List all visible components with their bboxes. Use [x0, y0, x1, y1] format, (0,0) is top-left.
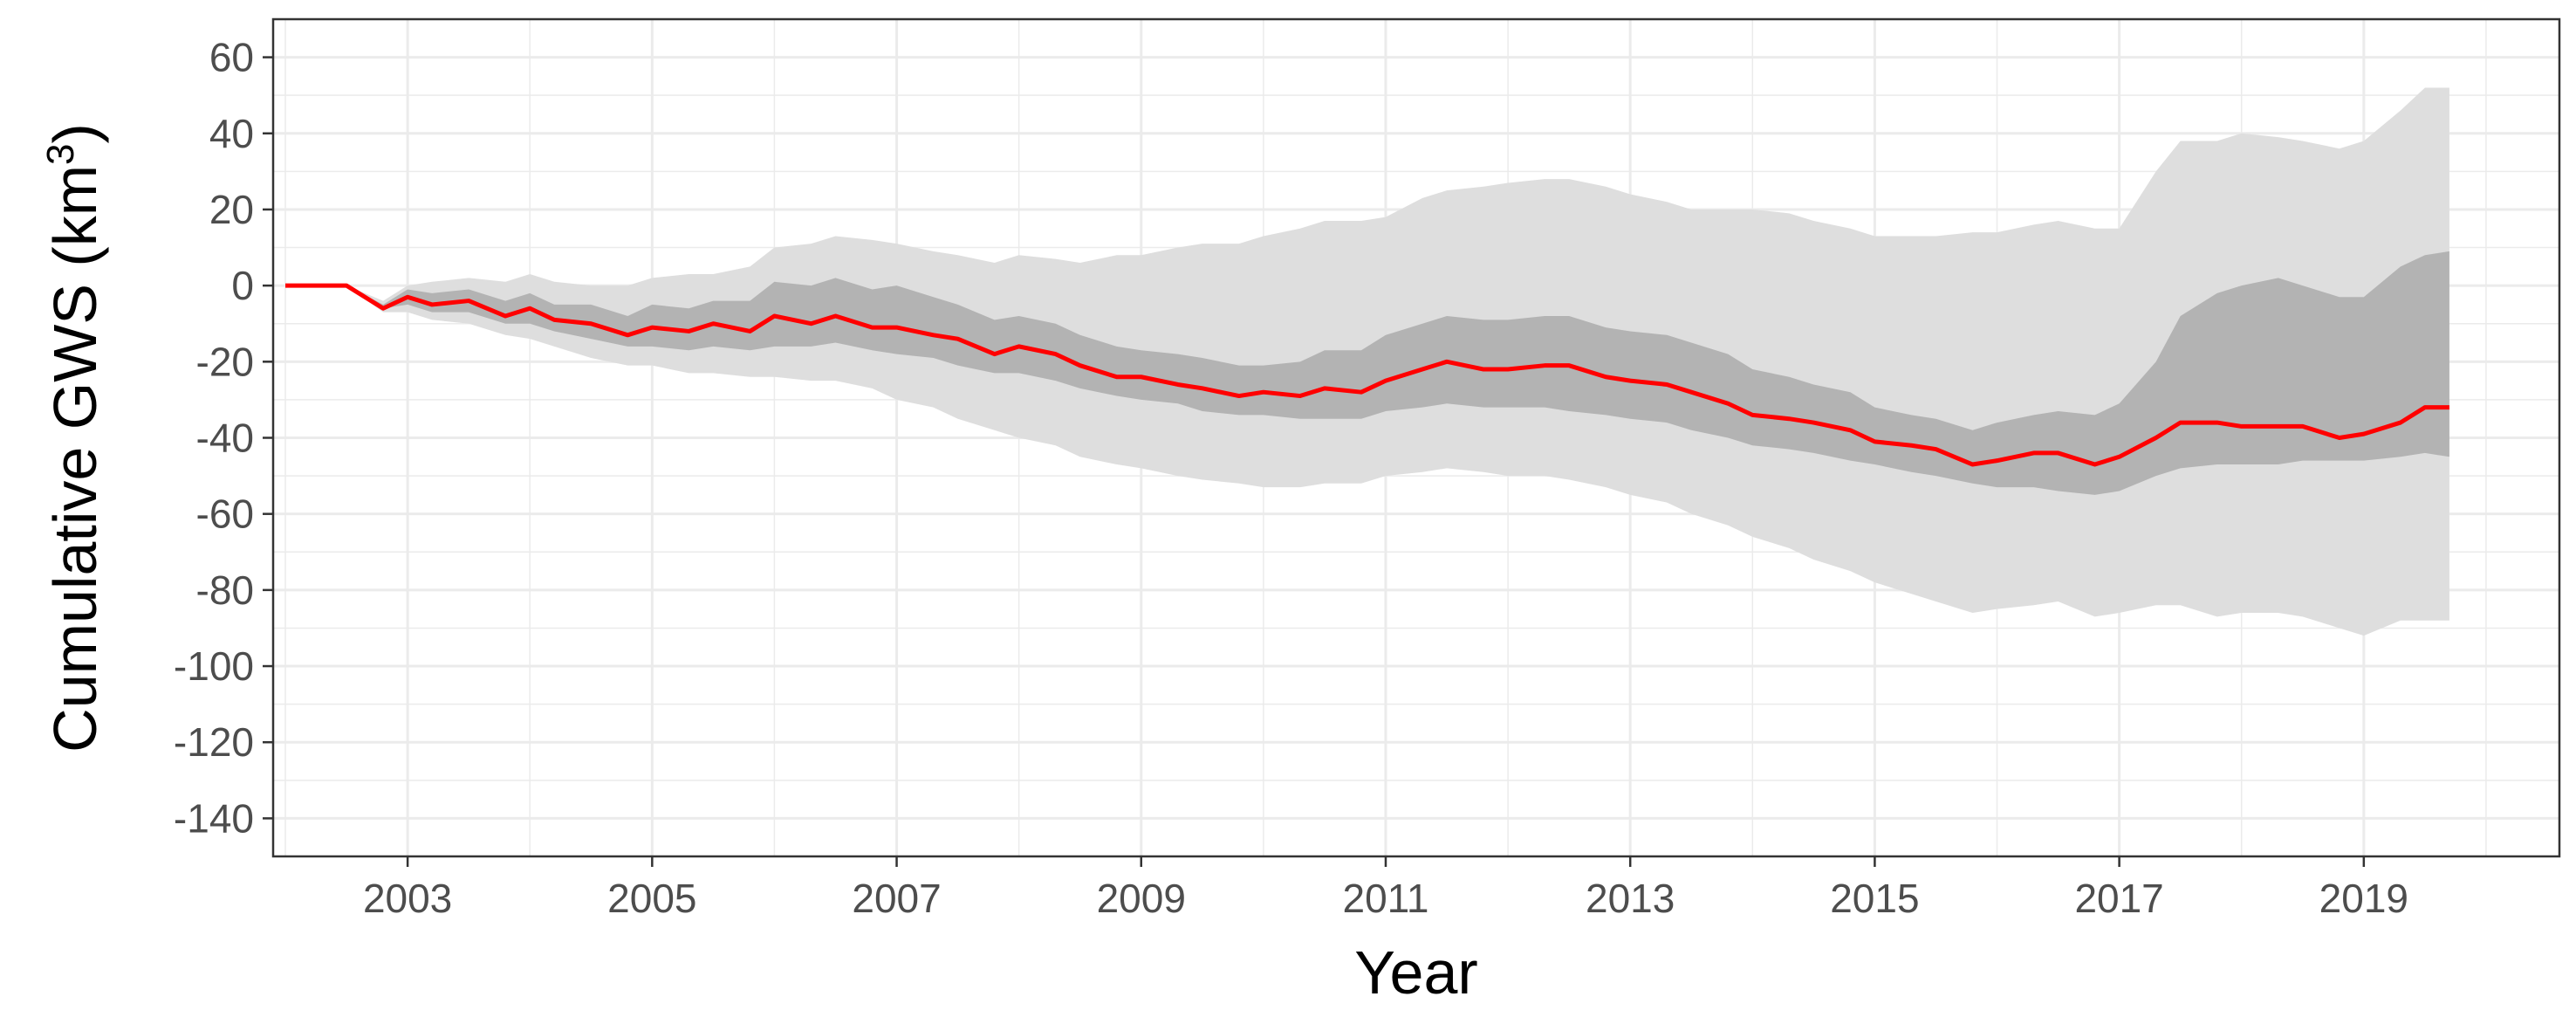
- x-tick-label: 2009: [1097, 876, 1186, 921]
- mean-series-line: [285, 283, 2449, 467]
- y-axis: 60 40 20 0 -20 -40 -60 -80 -100 -120 -140: [174, 35, 273, 841]
- y-tick-label: -100: [174, 643, 254, 689]
- y-tick-label: 40: [209, 111, 254, 156]
- x-tick-label: 2015: [1830, 876, 1919, 921]
- x-tick-label: 2019: [2319, 876, 2408, 921]
- y-tick-label: -80: [196, 567, 254, 613]
- x-tick-label: 2013: [1586, 876, 1675, 921]
- y-tick-label: 60: [209, 35, 254, 80]
- y-axis-title-text: Cumulative GWS (km: [41, 165, 109, 753]
- x-axis: 2003 2005 2007 2009 2011 2013 2015 2017 2019: [363, 856, 2408, 921]
- y-axis-title: Cumulative GWS (km3): [39, 123, 109, 753]
- x-tick-label: 2011: [1343, 876, 1429, 921]
- y-tick-label: -40: [196, 416, 254, 461]
- x-tick-label: 2005: [607, 876, 696, 921]
- y-tick-label: 0: [231, 263, 254, 308]
- y-tick-label: -140: [174, 795, 254, 841]
- y-tick-label: -20: [196, 339, 254, 384]
- x-tick-label: 2007: [852, 876, 941, 921]
- y-tick-label: 20: [209, 187, 254, 232]
- x-axis-title: Year: [1354, 938, 1477, 1007]
- y-tick-label: -60: [196, 491, 254, 537]
- x-tick-label: 2017: [2074, 876, 2163, 921]
- x-tick-label: 2003: [363, 876, 452, 921]
- inner-uncertainty-band: [285, 251, 2449, 495]
- y-axis-title-suffix: ): [41, 123, 109, 143]
- y-axis-title-superscript: 3: [39, 143, 82, 164]
- y-tick-label: -120: [174, 719, 254, 765]
